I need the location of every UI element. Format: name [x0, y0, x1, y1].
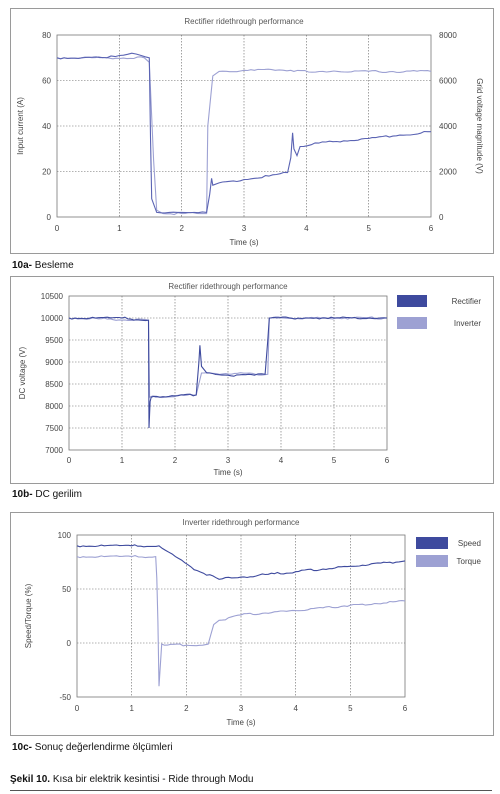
chart-b-legend-swatch-rectifier [397, 295, 427, 307]
caption-b-number: 10b- [12, 489, 33, 500]
chart-b-x-tick-label: 1 [120, 456, 125, 465]
chart-a-y2-tick-label: 6000 [439, 77, 457, 86]
chart-b-y-tick-label: 9500 [45, 336, 63, 345]
chart-a-title: Rectifier ridethrough performance [184, 17, 304, 26]
chart-b-x-tick-label: 5 [332, 456, 337, 465]
chart-a-x-tick-label: 5 [366, 224, 371, 233]
chart-b-x-tick-label: 2 [173, 456, 178, 465]
chart-c-x-tick-label: 0 [75, 704, 80, 713]
caption-c-text: Sonuç değerlendirme ölçümleri [34, 742, 173, 753]
chart-c-series-line-speed [76, 544, 406, 580]
chart-b-y-tick-label: 7000 [45, 446, 63, 455]
chart-b-y-tick-label: 10000 [41, 314, 64, 323]
chart-b-series-line-inverter [68, 316, 388, 399]
chart-b-plot-area [68, 295, 388, 451]
chart-b-series-line-rectifier [68, 316, 388, 429]
chart-a-y-tick-label: 60 [42, 77, 51, 86]
chart-b-y-tick-label: 9000 [45, 358, 63, 367]
chart-a-x-tick-label: 1 [117, 224, 122, 233]
chart-a-y2-tick-label: 0 [439, 213, 444, 222]
bottom-rule [10, 790, 492, 791]
chart-c-y-tick-label: 0 [67, 639, 72, 648]
chart-b-x-axis-label: Time (s) [213, 468, 242, 477]
chart-a-y2-axis-label: Grid voltage magnitude (V) [475, 78, 484, 174]
chart-a-y-tick-label: 80 [42, 31, 51, 40]
chart-c-x-tick-label: 6 [403, 704, 408, 713]
chart-a-y2-tick-label: 2000 [439, 168, 457, 177]
caption-a: 10a- Besleme [12, 260, 74, 271]
chart-b-x-tick-label: 4 [279, 456, 284, 465]
chart-b-x-tick-label: 0 [67, 456, 72, 465]
chart-c-x-axis-label: Time (s) [226, 718, 255, 727]
caption-b-text: DC gerilim [35, 489, 83, 500]
chart-b-svg: Rectifier ridethrough performance 0 1 2 3 4 5 6… [18, 282, 482, 477]
caption-b: 10b- DC gerilim [12, 489, 82, 500]
chart-a-x-tick-label: 6 [429, 224, 434, 233]
chart-c-title: Inverter ridethrough performance [183, 518, 301, 527]
chart-b-x-tick-label: 6 [385, 456, 390, 465]
chart-c-x-tick-label: 2 [184, 704, 189, 713]
chart-a-series-line-1 [56, 56, 432, 216]
chart-b-title: Rectifier ridethrough performance [168, 282, 288, 291]
chart-a-x-axis-label: Time (s) [229, 238, 258, 247]
chart-b-x-tick-label: 3 [226, 456, 231, 465]
chart-b-legend-swatch-inverter [397, 317, 427, 329]
caption-c: 10c- Sonuç değerlendirme ölçümleri [12, 742, 173, 753]
figure-number: Şekil 10. [10, 774, 51, 785]
chart-c-y-axis-label: Speed/Torque (%) [24, 583, 33, 648]
chart-a-series-line-0 [56, 52, 431, 214]
chart-a-y-tick-label: 20 [42, 168, 51, 177]
chart-c-x-tick-label: 1 [129, 704, 134, 713]
chart-panel-b: Rectifier ridethrough performance 0 1 2 3 4 5 6… [10, 276, 494, 484]
chart-c-legend-swatch-torque [416, 555, 448, 567]
chart-a-y2-tick-label: 4000 [439, 122, 457, 131]
chart-a-x-tick-label: 3 [242, 224, 247, 233]
chart-c-y-tick-label: -50 [59, 693, 71, 702]
chart-c-y-tick-label: 100 [58, 531, 72, 540]
chart-c-x-tick-label: 4 [293, 704, 298, 713]
figure-caption: Şekil 10. Kısa bir elektrik kesintisi - … [10, 774, 253, 785]
chart-b-legend-label-rectifier: Rectifier [452, 297, 482, 306]
figure-caption-text: Kısa bir elektrik kesintisi - Ride throu… [52, 774, 254, 785]
chart-c-svg: Inverter ridethrough performance 0 1 2 3 4 5 6 -… [24, 518, 482, 727]
chart-b-y-tick-label: 10500 [41, 292, 64, 301]
chart-c-x-tick-label: 5 [348, 704, 353, 713]
caption-c-number: 10c- [12, 742, 33, 753]
chart-a-y2-tick-label: 8000 [439, 31, 457, 40]
chart-c-y-tick-label: 50 [62, 585, 71, 594]
chart-a-x-tick-label: 4 [304, 224, 309, 233]
chart-c-legend-swatch-speed [416, 537, 448, 549]
chart-a-x-tick-label: 2 [179, 224, 184, 233]
chart-a-y-axis-label: Input current (A) [16, 97, 25, 155]
chart-b-legend-label-inverter: Inverter [454, 319, 481, 328]
caption-a-text: Besleme [34, 260, 74, 271]
chart-b-y-tick-label: 8500 [45, 380, 63, 389]
chart-b-y-tick-label: 8000 [45, 402, 63, 411]
chart-c-legend-label-speed: Speed [458, 539, 481, 548]
chart-c-legend-label-torque: Torque [457, 557, 482, 566]
chart-panel-a: Rectifier ridethrough performance 0 1 2 3 4 5 6… [10, 8, 494, 254]
chart-c-series-line-torque [76, 555, 406, 687]
chart-b-y-axis-label: DC voltage (V) [18, 346, 27, 399]
caption-a-number: 10a- [12, 260, 33, 271]
chart-panel-c: Inverter ridethrough performance 0 1 2 3 4 5 6 -… [10, 512, 494, 736]
chart-b-y-tick-label: 7500 [45, 424, 63, 433]
chart-a-svg: Rectifier ridethrough performance 0 1 2 3 4 5 6… [16, 17, 484, 247]
chart-a-y-tick-label: 40 [42, 122, 51, 131]
chart-a-x-tick-label: 0 [55, 224, 60, 233]
chart-a-y-tick-label: 0 [47, 213, 52, 222]
chart-c-x-tick-label: 3 [239, 704, 244, 713]
